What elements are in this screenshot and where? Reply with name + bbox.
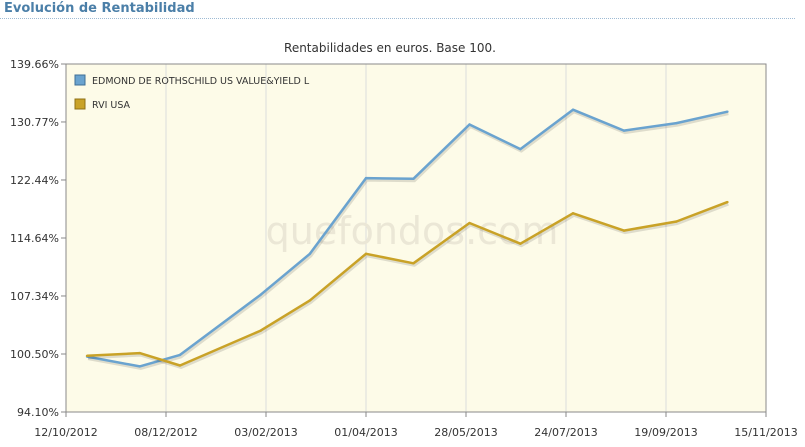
data-point xyxy=(622,229,626,232)
grid-lines xyxy=(165,64,667,412)
y-tick-label: 139.66% xyxy=(10,58,59,71)
x-tick-label: 01/04/2013 xyxy=(334,426,397,439)
data-point xyxy=(726,110,729,113)
x-tick-label: 28/05/2013 xyxy=(434,426,497,439)
series-shadow-1 xyxy=(88,202,729,369)
data-point xyxy=(468,123,471,126)
y-tick-label: 122.44% xyxy=(10,174,59,187)
x-tick-label: 03/02/2013 xyxy=(234,426,297,439)
data-point xyxy=(178,364,182,367)
x-tick-label: 19/09/2013 xyxy=(634,426,697,439)
data-point xyxy=(259,293,262,296)
data-point xyxy=(675,121,678,125)
y-tick-label: 100.50% xyxy=(10,348,59,361)
data-point xyxy=(138,351,141,355)
data-point xyxy=(622,129,626,132)
legend-label-edmond: EDMOND DE ROTHSCHILD US VALUE&YIELD L xyxy=(92,76,310,87)
chart-title: Rentabilidades en euros. Base 100. xyxy=(284,41,496,55)
x-tick-label: 08/12/2012 xyxy=(134,426,197,439)
y-tick-label: 114.64% xyxy=(10,232,59,245)
data-point xyxy=(308,299,312,302)
data-point xyxy=(571,212,575,215)
data-point xyxy=(675,220,678,223)
x-tick-label: 15/11/2013 xyxy=(734,426,797,439)
data-point xyxy=(412,177,415,181)
data-point xyxy=(364,176,368,180)
data-point xyxy=(726,200,729,204)
legend-label-rvi-usa: RVI USA xyxy=(92,100,131,111)
legend-swatch-rvi-usa xyxy=(74,98,86,110)
y-tick-label: 107.34% xyxy=(10,290,59,303)
data-point xyxy=(519,147,522,151)
legend: EDMOND DE ROTHSCHILD US VALUE&YIELD L RV… xyxy=(74,74,310,111)
y-tick-label: 130.77% xyxy=(10,116,59,129)
title-divider xyxy=(0,18,795,19)
data-point xyxy=(364,252,368,256)
axes: 12/10/2012 08/12/2012 03/02/2013 01/04/2013… xyxy=(10,58,798,439)
watermark-text: quefondos.com xyxy=(266,209,559,253)
data-point xyxy=(468,221,471,225)
data-point xyxy=(138,365,141,368)
data-point xyxy=(259,329,262,332)
data-point xyxy=(571,108,575,111)
legend-swatch-edmond xyxy=(74,74,86,86)
data-point xyxy=(308,252,312,256)
series-lines xyxy=(85,108,729,370)
series-shadow-0 xyxy=(87,110,729,370)
data-point xyxy=(178,353,182,357)
x-tick-label: 24/07/2013 xyxy=(534,426,597,439)
page-title: Evolución de Rentabilidad xyxy=(4,1,195,16)
data-point xyxy=(519,242,522,245)
data-point xyxy=(412,262,415,265)
data-point xyxy=(85,354,89,357)
y-tick-label: 94.10% xyxy=(17,406,59,419)
x-tick-label: 12/10/2012 xyxy=(34,426,97,439)
